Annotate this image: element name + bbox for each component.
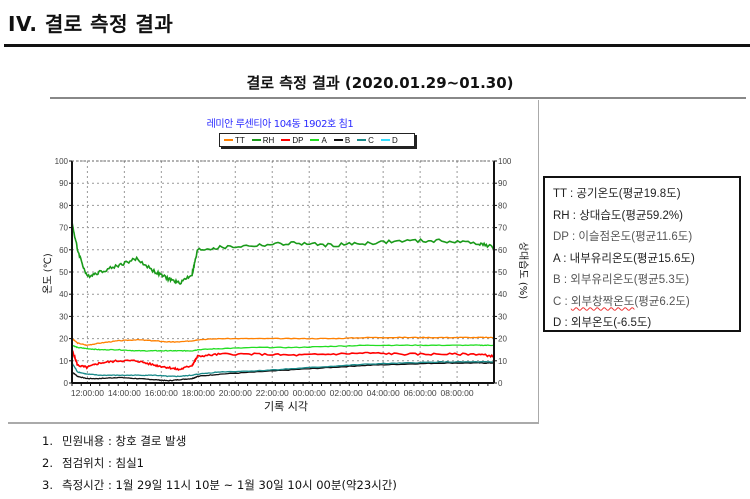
y-axis-right-label: 상대습도 (%) [517,241,529,300]
svg-text:60: 60 [59,246,68,255]
svg-text:90: 90 [59,179,68,188]
legend-swatch [310,139,320,141]
legend-swatch [281,139,291,141]
legend-swatch [357,139,367,141]
series-b [71,362,495,382]
legend-item-a: A [310,136,327,145]
section-title: IV. 결로 측정 결과 [8,12,174,36]
svg-text:70: 70 [59,224,68,233]
svg-text:80: 80 [498,201,507,210]
chart-frame [8,100,539,424]
svg-text:30: 30 [59,312,68,321]
svg-text:40: 40 [498,290,507,299]
svg-text:18:00:00: 18:00:00 [182,388,215,398]
svg-text:10: 10 [498,357,507,366]
svg-text:12:00:00: 12:00:00 [71,388,104,398]
svg-text:20:00:00: 20:00:00 [219,388,252,398]
legend-item-rh: RH [251,136,274,145]
info-list: 1. 민원내용 : 창호 결로 발생 2. 점검위치 : 침실1 3. 측정시간 : … [42,430,397,496]
svg-text:70: 70 [498,224,507,233]
legend-swatch [380,139,390,141]
note-c: C : 외부창짝온도(평균6.2도) [553,292,739,314]
note-a: A : 내부유리온도(평균15.6도) [553,252,695,265]
section-divider [4,44,750,47]
x-axis-label: 기록 시각 [264,400,308,413]
info-item: 1. 민원내용 : 창호 결로 발생 [42,434,187,448]
svg-text:0: 0 [498,379,503,388]
info-item: 2. 점검위치 : 침실1 [42,456,144,470]
note-c-suffix: (평균6.2도) [634,295,690,308]
note-b: B : 외부유리온도(평균5.3도) [553,274,690,286]
svg-text:22:00:00: 22:00:00 [256,388,289,398]
legend-item-d: D [380,136,398,145]
svg-text:08:00:00: 08:00:00 [441,388,474,398]
svg-text:50: 50 [59,268,68,277]
heading-divider [50,97,746,99]
chart-legend: TT RH DP A B C D [219,133,415,147]
note-dp: DP : 이슬점온도(평균11.6도) [553,231,693,243]
svg-text:20: 20 [59,335,68,344]
svg-text:02:00:00: 02:00:00 [330,388,363,398]
note-rh: RH : 상대습도(평균59.2%) [553,209,683,222]
svg-text:10: 10 [59,357,68,366]
series-c [71,360,495,378]
svg-text:50: 50 [498,268,507,277]
y-axis-left-label: 온도 (℃) [42,253,54,294]
note-c-spellcheck-word: 외부창짝온도 [570,295,635,308]
svg-text:90: 90 [498,179,507,188]
legend-swatch [224,139,233,141]
series-a [71,344,495,352]
note-tt: TT : 공기온도(평균19.8도) [553,188,681,200]
series-rh [71,222,495,285]
svg-text:100: 100 [498,157,512,166]
svg-text:00:00:00: 00:00:00 [293,388,326,398]
svg-text:80: 80 [59,201,68,210]
svg-text:20: 20 [498,335,507,344]
svg-text:60: 60 [498,246,507,255]
svg-text:04:00:00: 04:00:00 [367,388,400,398]
note-c-prefix: C : [553,295,571,308]
legend-swatch [333,139,343,141]
svg-text:0: 0 [64,379,69,388]
svg-text:16:00:00: 16:00:00 [145,388,178,398]
legend-item-tt: TT [224,136,245,145]
svg-text:14:00:00: 14:00:00 [108,388,141,398]
series-description-box: TT : 공기온도(평균19.8도) RH : 상대습도(평균59.2%) DP… [543,176,741,332]
legend-item-dp: DP [281,136,303,145]
svg-text:100: 100 [55,157,69,166]
chart-heading: 결로 측정 결과 (2020.01.29~01.30) [246,74,514,92]
legend-item-c: C [357,136,374,145]
series-dp [71,348,495,371]
note-d: D : 외부온도(-6.5도) [553,317,652,329]
series-tt [71,336,495,347]
legend-swatch [251,139,261,141]
svg-text:40: 40 [59,290,68,299]
info-item: 3. 측정시간 : 1월 29일 11시 10분 ~ 1월 30일 10시 00분… [42,478,397,492]
svg-text:06:00:00: 06:00:00 [404,388,437,398]
chart-title: 레미안 루센티아 104동 1902호 침1 [206,119,354,130]
svg-text:30: 30 [498,312,507,321]
legend-item-b: B [333,136,350,145]
